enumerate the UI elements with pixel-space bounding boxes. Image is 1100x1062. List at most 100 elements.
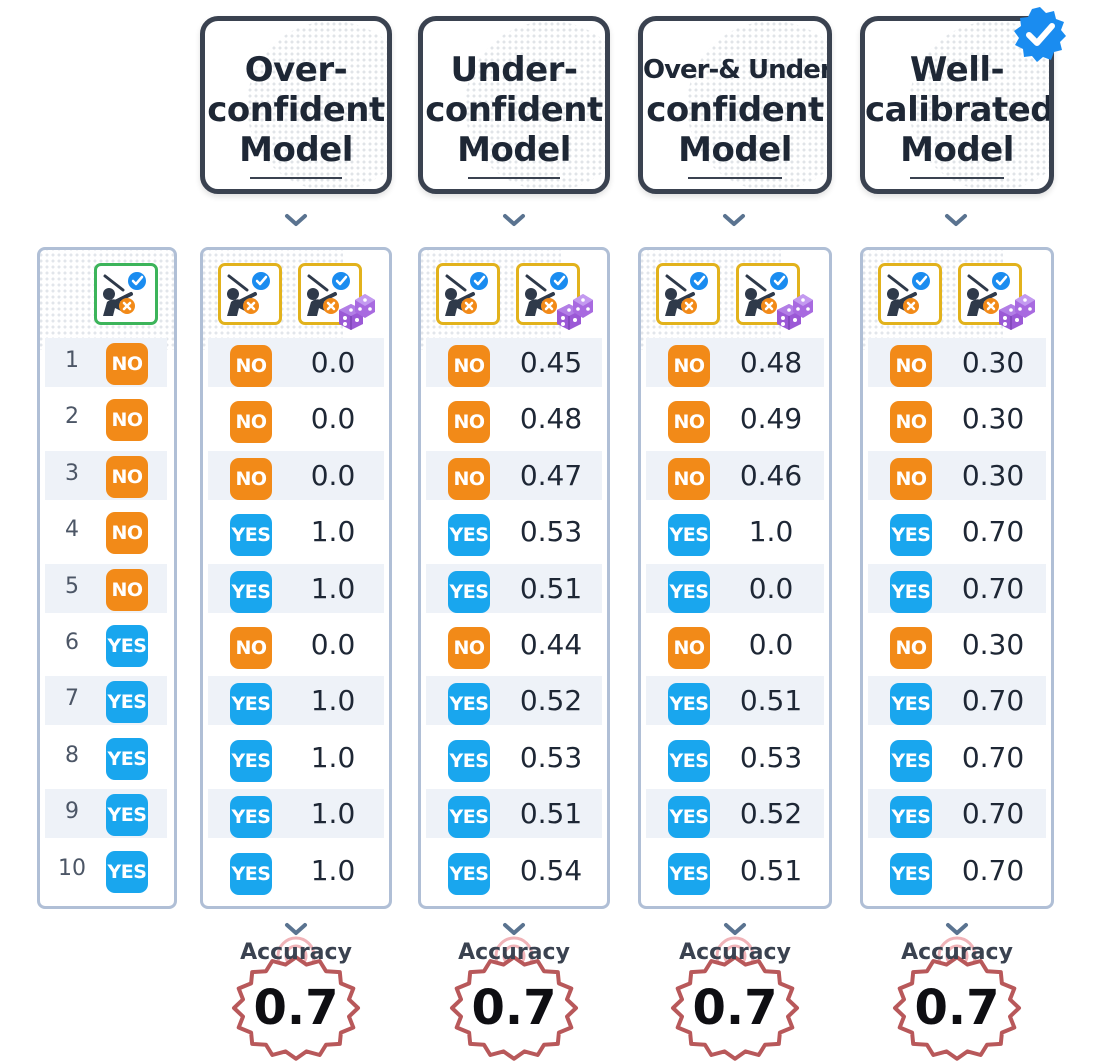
row-index: 4 bbox=[65, 517, 79, 543]
yes-badge: YES bbox=[230, 683, 272, 726]
no-badge: NO bbox=[448, 627, 490, 669]
chevron-down-icon bbox=[503, 923, 525, 935]
chevron-down-icon bbox=[285, 923, 307, 935]
header-underline bbox=[688, 177, 782, 179]
probability-value: 0.0 bbox=[310, 458, 356, 492]
probability-value: 1.0 bbox=[748, 515, 794, 549]
yes-badge: YES bbox=[230, 514, 272, 557]
golfer-check-x-icon bbox=[878, 263, 942, 325]
accuracy-seal: Accuracy 0.7 bbox=[882, 928, 1032, 1062]
probability-value: 1.0 bbox=[310, 797, 356, 831]
chevron-down-icon bbox=[724, 923, 746, 935]
accuracy-label: Accuracy bbox=[901, 940, 1013, 965]
chevron-down-icon bbox=[946, 923, 968, 935]
header-underline bbox=[250, 177, 342, 179]
no-badge: NO bbox=[448, 457, 490, 500]
probability-value: 1.0 bbox=[310, 571, 356, 605]
no-badge: NO bbox=[106, 343, 148, 385]
accuracy-value: 0.7 bbox=[253, 980, 339, 1036]
yes-badge: YES bbox=[890, 570, 932, 613]
no-badge: NO bbox=[448, 401, 490, 444]
yes-badge: YES bbox=[668, 570, 710, 613]
probability-value: 0.48 bbox=[739, 346, 803, 379]
yes-badge: YES bbox=[106, 850, 148, 893]
no-badge: NO bbox=[230, 345, 272, 387]
chevron-down-icon bbox=[503, 214, 525, 226]
golfer-check-x-icon bbox=[218, 263, 282, 325]
probability-value: 0.52 bbox=[519, 684, 583, 718]
golfer-with-dice-icon bbox=[298, 263, 375, 330]
row-index: 1 bbox=[65, 348, 79, 373]
row-index: 6 bbox=[65, 630, 79, 655]
probability-value: 0.30 bbox=[961, 346, 1025, 379]
probability-value: 0.70 bbox=[961, 684, 1025, 718]
accuracy-label: Accuracy bbox=[240, 940, 352, 965]
probability-value: 0.70 bbox=[961, 571, 1025, 605]
probability-value: 0.0 bbox=[310, 628, 356, 661]
yes-badge: YES bbox=[106, 625, 148, 667]
yes-badge: YES bbox=[890, 852, 932, 895]
yes-badge: YES bbox=[890, 683, 932, 726]
probability-value: 0.70 bbox=[961, 853, 1025, 887]
probability-value: 0.70 bbox=[961, 740, 1025, 774]
no-badge: NO bbox=[106, 512, 148, 555]
probability-value: 0.49 bbox=[739, 402, 803, 436]
accuracy-seal: Accuracy 0.7 bbox=[439, 928, 589, 1062]
no-badge: NO bbox=[890, 345, 932, 387]
chevron-down-icon bbox=[945, 214, 967, 226]
model-title: Well- calibrated Model bbox=[865, 50, 1054, 170]
yes-badge: YES bbox=[668, 683, 710, 726]
yes-badge: YES bbox=[890, 796, 932, 839]
probability-value: 0.0 bbox=[310, 346, 356, 379]
yes-badge: YES bbox=[668, 796, 710, 839]
probability-value: 0.47 bbox=[519, 458, 583, 492]
accuracy-label: Accuracy bbox=[679, 940, 791, 965]
no-badge: NO bbox=[230, 457, 272, 500]
yes-badge: YES bbox=[230, 852, 272, 895]
golfer-with-dice-icon bbox=[958, 263, 1035, 330]
model-header-over-and-underconfident: Over-& Under- confident Model bbox=[638, 16, 832, 194]
no-badge: NO bbox=[106, 568, 148, 611]
yes-badge: YES bbox=[890, 739, 932, 782]
no-badge: NO bbox=[448, 345, 490, 387]
no-badge: NO bbox=[230, 401, 272, 444]
no-badge: NO bbox=[106, 399, 148, 442]
no-badge: NO bbox=[890, 401, 932, 444]
probability-value: 0.51 bbox=[739, 853, 803, 887]
golfer-check-x-icon bbox=[94, 263, 158, 325]
probability-value: 1.0 bbox=[310, 684, 356, 718]
row-index: 10 bbox=[58, 855, 86, 881]
probability-value: 1.0 bbox=[310, 740, 356, 774]
no-badge: NO bbox=[106, 455, 148, 498]
chevron-down-icon bbox=[285, 214, 307, 226]
golfer-check-x-icon bbox=[656, 263, 720, 325]
verified-badge-icon bbox=[1010, 4, 1070, 64]
row-index: 8 bbox=[65, 742, 79, 768]
probability-value: 0.48 bbox=[519, 402, 583, 436]
yes-badge: YES bbox=[890, 514, 932, 557]
yes-badge: YES bbox=[668, 852, 710, 895]
yes-badge: YES bbox=[448, 852, 490, 895]
accuracy-label: Accuracy bbox=[458, 940, 570, 965]
golfer-with-dice-icon bbox=[516, 263, 593, 330]
yes-badge: YES bbox=[668, 739, 710, 782]
golfer-check-x-icon bbox=[436, 263, 500, 325]
probability-value: 1.0 bbox=[310, 853, 356, 887]
probability-value: 1.0 bbox=[310, 515, 356, 549]
probability-value: 0.51 bbox=[519, 571, 583, 605]
header-underline bbox=[910, 177, 1004, 179]
row-index: 5 bbox=[65, 573, 79, 599]
model-header-underconfident: Under- confident Model bbox=[418, 16, 610, 194]
probability-value: 0.51 bbox=[739, 684, 803, 718]
row-index: 2 bbox=[65, 404, 79, 430]
probability-value: 0.44 bbox=[519, 628, 583, 661]
yes-badge: YES bbox=[106, 794, 148, 837]
no-badge: NO bbox=[890, 457, 932, 500]
model-header-overconfident: Over- confident Model bbox=[200, 16, 392, 194]
row-index: 3 bbox=[65, 460, 79, 486]
yes-badge: YES bbox=[448, 514, 490, 557]
yes-badge: YES bbox=[448, 570, 490, 613]
probability-value: 0.52 bbox=[739, 797, 803, 831]
yes-badge: YES bbox=[448, 796, 490, 839]
probability-value: 0.0 bbox=[310, 402, 356, 436]
